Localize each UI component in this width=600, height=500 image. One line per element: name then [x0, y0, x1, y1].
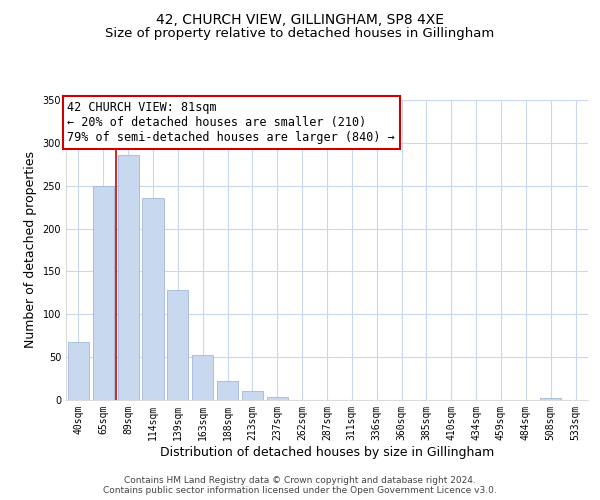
Text: 42 CHURCH VIEW: 81sqm
← 20% of detached houses are smaller (210)
79% of semi-det: 42 CHURCH VIEW: 81sqm ← 20% of detached …	[67, 101, 395, 144]
Bar	[217, 381, 238, 400]
Bar	[540, 398, 561, 400]
Bar	[267, 396, 288, 400]
Text: Contains HM Land Registry data © Crown copyright and database right 2024.: Contains HM Land Registry data © Crown c…	[124, 476, 476, 485]
Y-axis label: Number of detached properties: Number of detached properties	[24, 152, 37, 348]
Bar	[192, 354, 213, 400]
Text: Size of property relative to detached houses in Gillingham: Size of property relative to detached ho…	[106, 28, 494, 40]
Bar	[242, 392, 263, 400]
X-axis label: Distribution of detached houses by size in Gillingham: Distribution of detached houses by size …	[160, 446, 494, 458]
Bar	[167, 290, 188, 400]
Bar	[68, 342, 89, 400]
Bar	[142, 198, 164, 400]
Text: 42, CHURCH VIEW, GILLINGHAM, SP8 4XE: 42, CHURCH VIEW, GILLINGHAM, SP8 4XE	[156, 12, 444, 26]
Bar	[118, 155, 139, 400]
Bar	[93, 186, 114, 400]
Text: Contains public sector information licensed under the Open Government Licence v3: Contains public sector information licen…	[103, 486, 497, 495]
